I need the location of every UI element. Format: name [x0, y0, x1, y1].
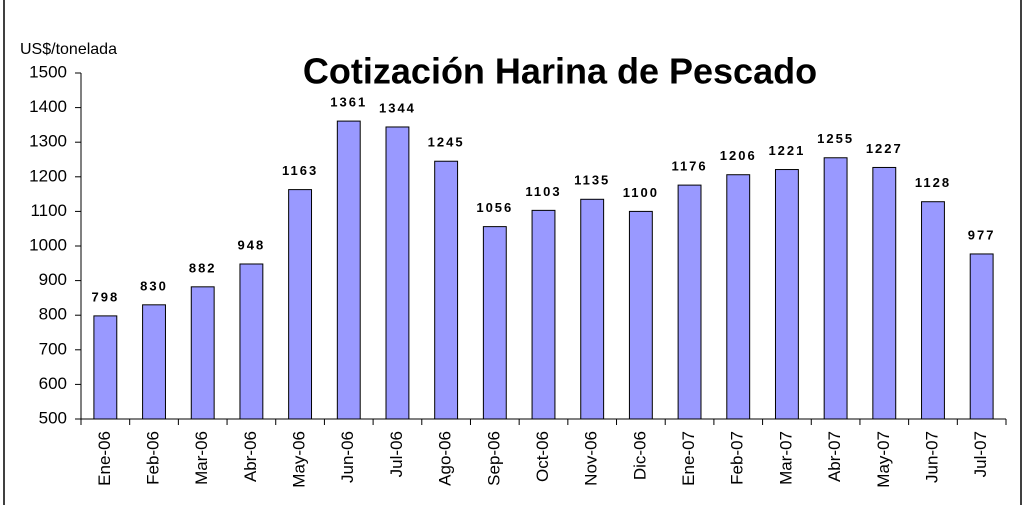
chart-title: Cotización Harina de Pescado	[303, 51, 817, 92]
value-label: 1103	[525, 184, 561, 199]
x-tick-label: Feb-06	[144, 431, 163, 485]
x-tick-label: Abr-06	[241, 431, 260, 482]
y-tick-label: 800	[39, 305, 67, 324]
bar	[385, 126, 410, 420]
x-tick-label: Jun-06	[338, 431, 357, 483]
bar	[823, 157, 848, 420]
bar	[969, 253, 994, 420]
x-tick-label: Mar-06	[192, 431, 211, 485]
value-label: 1128	[915, 175, 951, 190]
y-tick-label: 1500	[29, 62, 67, 81]
x-tick-label: Dic-06	[630, 431, 649, 480]
x-tick-label: Abr-07	[825, 431, 844, 482]
x-tick-label: Feb-07	[728, 431, 747, 485]
value-label: 1135	[574, 173, 610, 188]
value-label: 977	[968, 227, 996, 242]
y-tick-label: 1000	[29, 235, 67, 254]
x-tick-label: Jul-07	[971, 431, 990, 477]
x-tick-label: Ago-06	[436, 431, 455, 486]
y-tick-label: 1200	[29, 166, 67, 185]
y-tick-label: 500	[39, 408, 67, 427]
value-label: 1206	[720, 148, 757, 163]
value-label: 948	[238, 237, 266, 252]
value-label: 1163	[282, 163, 318, 178]
value-label: 1056	[476, 200, 513, 215]
value-label: 1344	[379, 100, 416, 115]
bar	[336, 120, 361, 420]
bar	[288, 189, 313, 420]
bar	[531, 209, 556, 420]
value-label: 798	[91, 289, 119, 304]
bar	[482, 226, 507, 420]
bar	[434, 160, 459, 420]
y-tick-label: 700	[39, 339, 67, 358]
x-tick-label: May-07	[874, 431, 893, 488]
bar	[921, 201, 945, 420]
value-label: 1255	[817, 131, 854, 146]
y-tick-label: 900	[39, 270, 67, 289]
bar	[872, 166, 897, 420]
x-tick-label: May-06	[290, 431, 309, 488]
y-tick-label: 1400	[29, 97, 67, 116]
value-label: 882	[189, 260, 217, 275]
value-label: 830	[140, 278, 168, 293]
bar	[190, 286, 215, 420]
value-label: 1176	[671, 159, 707, 174]
value-label: 1227	[866, 141, 903, 156]
x-tick-label: Ene-06	[95, 431, 114, 486]
x-tick-label: Sep-06	[484, 431, 503, 486]
y-tick-label: 1300	[29, 132, 67, 151]
value-label: 1361	[330, 95, 367, 110]
bar	[580, 198, 605, 420]
bar	[677, 184, 702, 420]
x-tick-label: Nov-06	[582, 431, 601, 486]
x-tick-label: Ene-07	[679, 431, 698, 486]
bar	[239, 263, 264, 420]
y-axis-label: US$/tonelada	[20, 41, 117, 58]
value-label: 1245	[428, 135, 465, 150]
x-tick-label: Oct-06	[533, 431, 552, 482]
bar	[142, 304, 166, 420]
x-tick-label: Jun-07	[922, 431, 941, 483]
bar	[774, 169, 799, 420]
x-tick-label: Mar-07	[776, 431, 795, 485]
y-tick-label: 600	[39, 374, 67, 393]
value-label: 1100	[623, 185, 659, 200]
y-tick-label: 1100	[30, 201, 67, 220]
value-label: 1221	[768, 143, 805, 158]
bar	[726, 174, 751, 420]
x-tick-label: Jul-06	[387, 431, 406, 477]
bar	[93, 315, 118, 420]
chart-frame	[3, 0, 1022, 505]
bar	[628, 210, 653, 420]
